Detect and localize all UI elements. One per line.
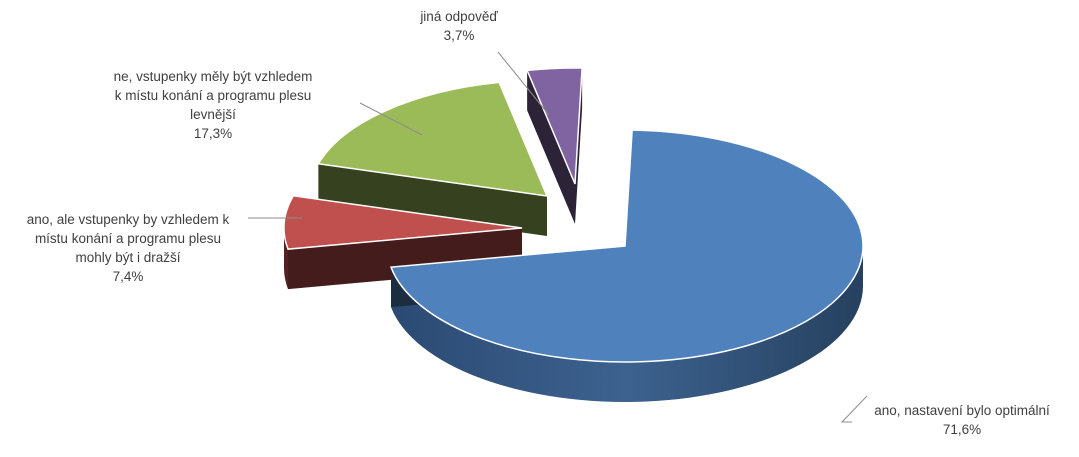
leader-line — [840, 395, 868, 423]
leader-line — [497, 51, 550, 116]
pie-slices — [283, 67, 864, 403]
slice-name-line: místu konání a programu plesu — [35, 231, 221, 246]
leader-line — [359, 102, 423, 136]
pie-slice-ano-ale-vstupenky-by-vzhledem-k-mistu-ko — [283, 194, 523, 290]
slice-name-line: ano, ale vstupenky by vzhledem k — [27, 212, 230, 227]
slice-labels: ano, nastavení bylo optimální 71,6% ano, a… — [27, 9, 1050, 437]
slice-value-label: 71,6% — [943, 422, 981, 437]
slice-side-wall — [391, 246, 863, 403]
slice-name-line: levnější — [190, 107, 236, 122]
pie-slice-ne-vstupenky-mely-byt-vzhledem-k-mistu-k — [317, 81, 549, 237]
slice-cut-face — [527, 70, 575, 225]
slice-top — [283, 194, 523, 250]
pie-slice-jina-odpoved — [526, 67, 583, 225]
slice-top — [526, 67, 583, 185]
slice-side-wall — [284, 228, 289, 290]
slice-cut-face — [318, 163, 547, 236]
slice-label-ne-vstupenky-mely-byt-vzhledem-k-mistu-k: ne, vstupenky měly být vzhledem k místu k… — [114, 69, 313, 141]
slice-name-line: k místu konání a programu plesu — [115, 88, 312, 103]
slice-value-label: 17,3% — [194, 126, 232, 141]
slice-label-ano-ale-vstupenky-by-vzhledem-k-mistu-ko: ano, ale vstupenky by vzhledem k místu ko… — [27, 212, 230, 284]
slice-value-label: 7,4% — [113, 269, 144, 284]
slice-label-ano-nastaveni-bylo-optimalni: ano, nastavení bylo optimální 71,6% — [874, 403, 1050, 437]
slice-top — [317, 81, 549, 197]
pie-slice-ano-nastaveni-bylo-optimalni — [389, 129, 864, 403]
slice-name-line: mohly být i dražší — [75, 250, 180, 265]
slice-name-line: ne, vstupenky měly být vzhledem — [114, 69, 313, 84]
label-leader-lines — [248, 51, 868, 423]
slice-value-label: 3,7% — [444, 28, 475, 43]
slice-label-jina-odpoved: jiná odpověď 3,7% — [419, 9, 498, 43]
slice-top — [389, 129, 864, 363]
slice-name-line: ano, nastavení bylo optimální — [874, 403, 1050, 418]
slice-name-line: jiná odpověď — [419, 9, 498, 24]
